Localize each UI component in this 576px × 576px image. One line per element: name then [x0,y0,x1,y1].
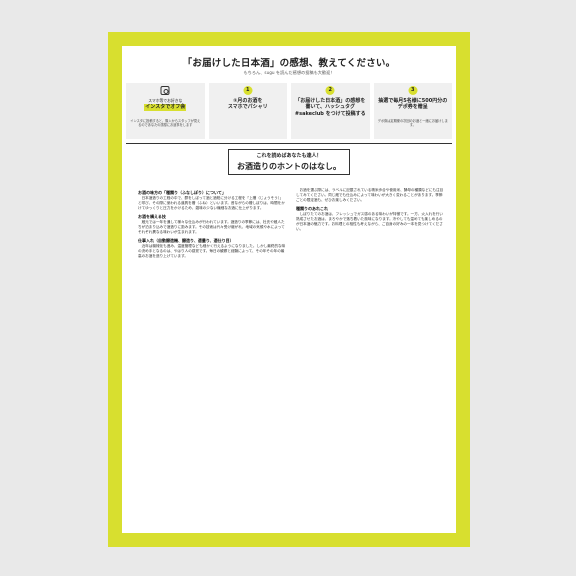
section-paragraph: 蔵元では一年を通して様々な仕込みが行われています。酒造りの季節には、杜氏や蔵人た… [138,220,285,234]
banner-line-2: お酒造りのホントのはなし。 [237,162,341,171]
section-divider [126,143,452,144]
step-0-head: スマホ等でお好きな [148,98,183,103]
instagram-icon [160,86,170,95]
section-heading: 仕事入れ（自動醸造機、醸造り、適量り、適仕り目） [138,238,234,243]
step-1-head2: スマホでパシャリ [227,104,268,111]
section-heading: 種類りのあれこれ [296,206,328,211]
step-3-number: 3 [408,86,418,95]
document-paper: 「お届けした日本酒」の感想、教えてください。 もちろん、sugu を読んだ感想の… [122,46,456,533]
banner-line-1: これを読めばあなたも達人！ [256,153,322,159]
article-column-right: お酒を選ぶ際には、ラベルに記載されている精米歩合や使用米、酵母の種類などにも注目… [296,188,444,525]
step-0-body: インスタに投稿すると、購入からスタッフが見えるのであなたの感想にお返事をします [130,119,201,128]
step-3-body: デポ券は定期便の次回のお酒と一緒にお届けします。 [377,119,448,128]
step-instagram: スマホ等でお好きな インスタでオフ会 インスタに投稿すると、購入からスタッフが見… [126,83,205,139]
section-heading: お酒の味方の「種類り（ふなしぼり）について」 [138,190,226,195]
article-column-left: お酒の味方の「種類り（ふなしぼり）について」 日本酒造りの工程の中で、醪をしぼっ… [138,188,286,525]
steps-row: スマホ等でお好きな インスタでオフ会 インスタに投稿すると、購入からスタッフが見… [126,83,452,139]
step-1-number: 1 [243,86,253,95]
step-1: 1 ①月のお酒を スマホでパシャリ [208,83,287,139]
section-heading: お酒を構える技 [138,214,166,219]
banner-box: これを読めばあなたも達人！ お酒造りのホントのはなし。 [228,149,350,175]
article-banner: これを読めばあなたも達人！ お酒造りのホントのはなし。 [122,149,456,175]
step-3: 3 抽選で毎月5名様に500円分のデポ券を贈呈 デポ券は定期便の次回のお酒と一緒… [373,83,452,139]
section-paragraph: 日本酒造りの工程の中で、醪をしぼって酒と酒粕に分ける工程を「上槽（じょうそう）」… [138,196,285,210]
step-0-head2: インスタでオフ会 [144,104,187,111]
article-columns: お酒の味方の「種類り（ふなしぼり）について」 日本酒造りの工程の中で、醪をしぼっ… [138,188,444,525]
step-2-head: 「お届けした日本酒」の感想を書いて、ハッシュタグ #sakeclub をつけて投… [294,98,366,117]
section-paragraph: 近年は機械化も進み、温度管理なども細かく行えるようになりました。しかし最終的な味… [138,244,286,258]
step-2: 2 「お届けした日本酒」の感想を書いて、ハッシュタグ #sakeclub をつけ… [291,83,370,139]
page-subtitle: もちろん、sugu を読んだ感想の投稿も大歓迎！ [243,70,335,75]
step-3-head: 抽選で毎月5名様に500円分のデポ券を贈呈 [378,98,448,111]
section-paragraph: しぼりたてのお酒は、フレッシュでガス感のある味わいが特徴です。一方、火入れを行い… [296,212,443,231]
document-sheet: 「お届けした日本酒」の感想、教えてください。 もちろん、sugu を読んだ感想の… [108,32,470,547]
page-title: 「お届けした日本酒」の感想、教えてください。 [182,58,396,69]
step-1-head: ①月のお酒を [233,98,263,104]
step-2-number: 2 [325,86,335,95]
section-paragraph: お酒を選ぶ際には、ラベルに記載されている精米歩合や使用米、酵母の種類などにも注目… [296,188,444,202]
